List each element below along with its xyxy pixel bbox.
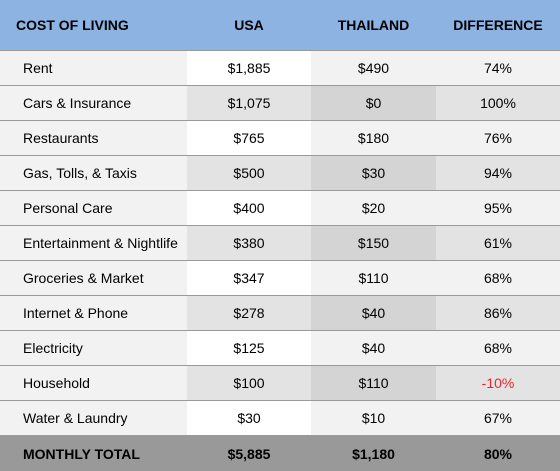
table-footer: MONTHLY TOTAL $5,885 $1,180 80% <box>0 435 560 471</box>
table-row: Entertainment & Nightlife $380 $150 61% <box>0 225 560 261</box>
cell-item: Entertainment & Nightlife <box>0 225 187 261</box>
cell-thailand: $110 <box>311 365 436 401</box>
table-row: Restaurants $765 $180 76% <box>0 120 560 156</box>
cell-difference: 95% <box>436 190 560 226</box>
cell-usa: $100 <box>187 365 311 401</box>
cell-usa: $30 <box>187 400 311 436</box>
total-difference: 80% <box>436 435 560 471</box>
cell-usa: $278 <box>187 295 311 331</box>
table-row: Internet & Phone $278 $40 86% <box>0 295 560 331</box>
total-row: MONTHLY TOTAL $5,885 $1,180 80% <box>0 435 560 471</box>
table-row: Rent $1,885 $490 74% <box>0 50 560 86</box>
table-row: Groceries & Market $347 $110 68% <box>0 260 560 296</box>
cell-usa: $765 <box>187 120 311 156</box>
cell-item: Cars & Insurance <box>0 85 187 121</box>
cell-usa: $1,885 <box>187 50 311 86</box>
cell-thailand: $40 <box>311 330 436 366</box>
cell-usa: $125 <box>187 330 311 366</box>
table-row: Water & Laundry $30 $10 67% <box>0 400 560 436</box>
header-cost-of-living: COST OF LIVING <box>0 0 187 51</box>
table-row: Personal Care $400 $20 95% <box>0 190 560 226</box>
cell-usa: $380 <box>187 225 311 261</box>
header-difference: DIFFERENCE <box>436 0 560 51</box>
cell-difference: 68% <box>436 330 560 366</box>
cell-thailand: $180 <box>311 120 436 156</box>
cell-thailand: $0 <box>311 85 436 121</box>
table-header: COST OF LIVING USA THAILAND DIFFERENCE <box>0 0 560 51</box>
cell-item: Household <box>0 365 187 401</box>
cell-thailand: $110 <box>311 260 436 296</box>
cell-item: Gas, Tolls, & Taxis <box>0 155 187 191</box>
cell-difference: 74% <box>436 50 560 86</box>
table-body: Rent $1,885 $490 74% Cars & Insurance $1,075 $… <box>0 50 560 436</box>
cell-item: Water & Laundry <box>0 400 187 436</box>
cell-item: Electricity <box>0 330 187 366</box>
header-row: COST OF LIVING USA THAILAND DIFFERENCE <box>0 0 560 51</box>
cell-thailand: $20 <box>311 190 436 226</box>
cell-difference: 67% <box>436 400 560 436</box>
cell-thailand: $150 <box>311 225 436 261</box>
cell-item: Personal Care <box>0 190 187 226</box>
total-usa: $5,885 <box>187 435 311 471</box>
cell-usa: $400 <box>187 190 311 226</box>
cell-thailand: $40 <box>311 295 436 331</box>
table-row: Cars & Insurance $1,075 $0 100% <box>0 85 560 121</box>
cell-difference: 68% <box>436 260 560 296</box>
cell-thailand: $30 <box>311 155 436 191</box>
cell-difference: 100% <box>436 85 560 121</box>
total-label: MONTHLY TOTAL <box>0 435 187 471</box>
cell-thailand: $10 <box>311 400 436 436</box>
cell-difference: -10% <box>436 365 560 401</box>
cell-difference: 94% <box>436 155 560 191</box>
cell-item: Internet & Phone <box>0 295 187 331</box>
cell-usa: $500 <box>187 155 311 191</box>
cell-difference: 61% <box>436 225 560 261</box>
cell-difference: 86% <box>436 295 560 331</box>
total-thailand: $1,180 <box>311 435 436 471</box>
cell-usa: $347 <box>187 260 311 296</box>
table-row: Household $100 $110 -10% <box>0 365 560 401</box>
header-usa: USA <box>187 0 311 51</box>
cell-item: Rent <box>0 50 187 86</box>
cell-item: Groceries & Market <box>0 260 187 296</box>
cell-thailand: $490 <box>311 50 436 86</box>
table-row: Electricity $125 $40 68% <box>0 330 560 366</box>
header-thailand: THAILAND <box>311 0 436 51</box>
cell-usa: $1,075 <box>187 85 311 121</box>
cell-difference: 76% <box>436 120 560 156</box>
cell-item: Restaurants <box>0 120 187 156</box>
table-row: Gas, Tolls, & Taxis $500 $30 94% <box>0 155 560 191</box>
